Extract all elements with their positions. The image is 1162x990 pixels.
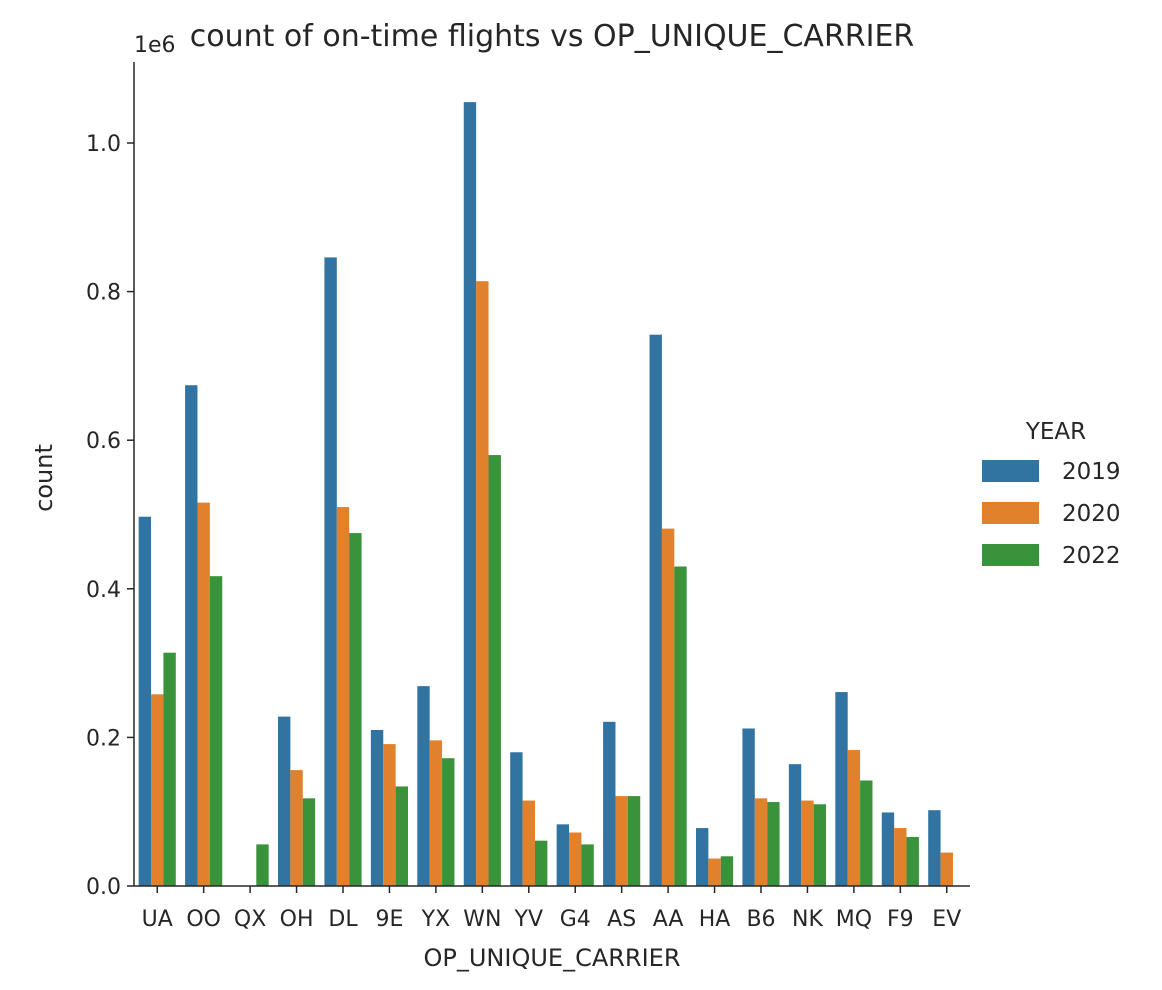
bar-ha-2019 — [695, 828, 709, 886]
bar-yx-2019 — [417, 686, 430, 886]
bar-oh-2019 — [277, 716, 291, 886]
bar-mq-2019 — [835, 692, 848, 886]
y-tick-label: 0.0 — [86, 875, 121, 900]
y-tick-label: 0.6 — [86, 429, 121, 454]
bar-oo-2020 — [197, 502, 210, 886]
bar-nk-2020 — [801, 800, 814, 886]
x-tick-label: HA — [699, 907, 731, 932]
legend-swatch-2022 — [982, 544, 1039, 566]
bar-g4-2022 — [581, 844, 594, 886]
legend-label-2020: 2020 — [1062, 501, 1121, 527]
bar-wn-2022 — [488, 455, 501, 886]
bar-9e-2019 — [370, 729, 384, 886]
bars-group — [138, 102, 953, 886]
y-tick-label: 0.2 — [86, 726, 121, 751]
x-tick-label: MQ — [836, 907, 872, 932]
bar-ha-2020 — [708, 858, 721, 886]
x-tick-label: DL — [328, 907, 358, 932]
x-tick-label: 9E — [375, 907, 403, 932]
y-axis-ticks: 0.0 0.2 0.4 0.6 0.8 1.0 — [86, 132, 134, 900]
bar-as-2022 — [627, 796, 641, 886]
bar-9e-2020 — [383, 744, 396, 886]
legend: YEAR 2019 2020 2022 — [982, 419, 1121, 569]
bar-dl-2020 — [336, 507, 350, 886]
bar-9e-2022 — [395, 786, 409, 886]
bar-oh-2022 — [302, 798, 316, 886]
y-offset-label: 1e6 — [134, 33, 176, 58]
bar-as-2019 — [603, 721, 616, 886]
bar-b6-2019 — [742, 728, 755, 886]
bar-mq-2020 — [847, 750, 861, 886]
bar-f9-2019 — [881, 812, 895, 886]
x-tick-label: QX — [234, 907, 266, 932]
chart-title: count of on-time flights vs OP_UNIQUE_CA… — [190, 19, 915, 54]
y-tick-label: 0.8 — [86, 281, 121, 306]
bar-oo-2019 — [185, 385, 198, 886]
x-tick-label: AS — [607, 907, 636, 932]
legend-label-2022: 2022 — [1062, 543, 1121, 569]
x-tick-label: OH — [280, 907, 314, 932]
x-axis-ticks: UA OO QX OH DL 9E YX WN YV G4 AS AA HA B6 NK MQ F9 EV — [142, 886, 961, 932]
bar-aa-2019 — [649, 334, 662, 886]
bar-dl-2019 — [324, 257, 337, 886]
y-axis-label: count — [30, 444, 58, 512]
bar-as-2020 — [615, 796, 628, 886]
bar-f9-2020 — [894, 828, 907, 886]
bar-ev-2020 — [940, 852, 953, 886]
bar-nk-2022 — [813, 804, 827, 886]
x-axis-label: OP_UNIQUE_CARRIER — [423, 944, 680, 972]
bar-ua-2022 — [163, 652, 176, 886]
x-tick-label: G4 — [560, 907, 591, 932]
bar-yv-2020 — [522, 800, 535, 886]
legend-label-2019: 2019 — [1062, 459, 1121, 485]
bar-oh-2020 — [290, 770, 303, 886]
bar-ua-2020 — [151, 694, 164, 886]
legend-swatch-2019 — [982, 460, 1039, 482]
bar-b6-2022 — [767, 802, 780, 886]
bar-dl-2022 — [349, 533, 362, 886]
x-tick-label: YX — [421, 907, 451, 932]
y-tick-label: 0.4 — [86, 578, 121, 603]
legend-swatch-2020 — [982, 502, 1039, 524]
bar-aa-2020 — [661, 528, 675, 886]
bar-yv-2022 — [534, 840, 548, 886]
bar-g4-2019 — [556, 824, 570, 886]
bar-g4-2020 — [569, 832, 582, 886]
x-tick-label: B6 — [746, 907, 775, 932]
y-tick-label: 1.0 — [86, 132, 121, 157]
legend-title: YEAR — [1025, 419, 1086, 445]
bar-b6-2020 — [754, 798, 768, 886]
bar-wn-2020 — [476, 281, 489, 886]
bar-nk-2019 — [788, 764, 802, 886]
x-tick-label: F9 — [887, 907, 914, 932]
x-tick-label: YV — [514, 907, 544, 932]
bar-qx-2022 — [256, 844, 269, 886]
bar-wn-2019 — [463, 102, 477, 886]
x-tick-label: OO — [186, 907, 221, 932]
x-tick-label: AA — [653, 907, 684, 932]
bar-ev-2019 — [928, 810, 941, 886]
x-tick-label: NK — [792, 907, 823, 932]
bar-yx-2022 — [442, 758, 455, 886]
bar-f9-2022 — [906, 836, 919, 886]
x-tick-label: UA — [142, 907, 173, 932]
bar-oo-2022 — [209, 576, 223, 886]
bar-ha-2022 — [720, 856, 734, 886]
x-tick-label: EV — [932, 907, 961, 932]
bar-mq-2022 — [860, 780, 873, 886]
bar-aa-2022 — [674, 566, 687, 886]
x-tick-label: WN — [463, 907, 501, 932]
bar-yv-2019 — [510, 752, 523, 886]
bar-ua-2019 — [138, 516, 152, 886]
bar-yx-2020 — [429, 740, 443, 886]
